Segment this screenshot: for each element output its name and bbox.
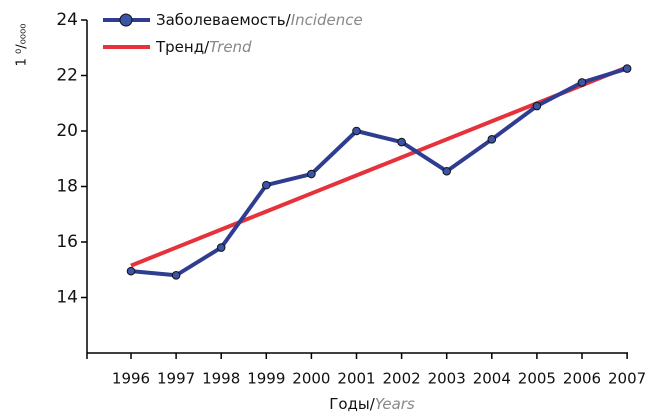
y-axis-label: 1 ⁰/₀₀₀₀ <box>15 24 30 67</box>
marker <box>487 135 497 144</box>
legend-label: Заболеваемость/Incidence <box>156 11 363 29</box>
marker <box>532 101 542 111</box>
x-tick-label: 1997 <box>157 370 195 388</box>
y-tick-label: 18 <box>56 177 78 197</box>
x-tick-label: 2007 <box>608 370 646 388</box>
x-tick-label: 2002 <box>383 370 421 388</box>
legend-label: Тренд/Trend <box>155 38 252 56</box>
y-tick-label: 22 <box>56 66 78 86</box>
y-tick-label: 24 <box>56 10 78 30</box>
marker <box>442 166 452 176</box>
x-tick-label: 2001 <box>337 370 375 388</box>
x-tick-label: 1996 <box>112 370 150 388</box>
marker <box>397 137 406 147</box>
marker <box>577 78 587 87</box>
x-tick-label: 2005 <box>518 370 556 388</box>
marker <box>216 243 226 252</box>
marker <box>352 126 361 136</box>
x-tick-label: 2004 <box>473 370 511 388</box>
x-tick-label: 2006 <box>563 370 601 388</box>
marker <box>126 266 136 276</box>
x-tick-label: 2000 <box>292 370 330 388</box>
legend-marker <box>119 13 133 27</box>
x-tick-label: 1998 <box>202 370 240 388</box>
marker <box>307 169 316 179</box>
y-tick-label: 16 <box>56 232 78 252</box>
marker <box>171 271 181 280</box>
series-line <box>130 66 628 278</box>
marker <box>262 180 271 190</box>
y-tick-label: 14 <box>56 288 78 308</box>
y-tick-label: 20 <box>56 121 78 141</box>
marker <box>622 64 632 73</box>
x-tick-label: 2003 <box>428 370 466 388</box>
x-tick-label: 1999 <box>247 370 285 388</box>
x-axis-label: Годы/Years <box>329 395 415 413</box>
